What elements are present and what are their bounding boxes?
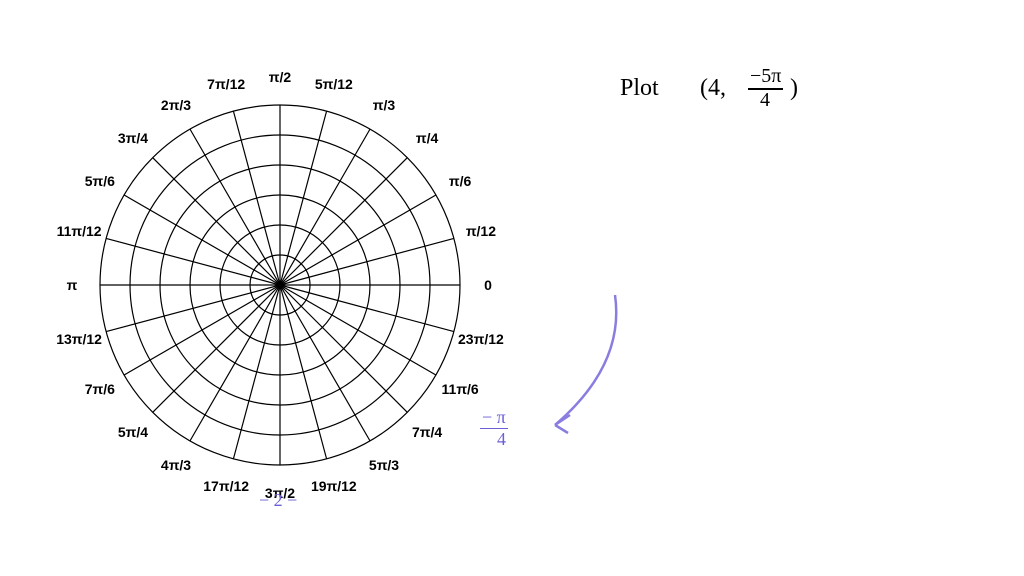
- angle-label: 0: [484, 277, 492, 293]
- angle-label: 2π/3: [161, 97, 191, 113]
- curved-arrow: [495, 275, 655, 475]
- plot-word: Plot: [620, 75, 659, 102]
- point-numerator: −5π: [748, 65, 783, 90]
- polar-grid-svg: [30, 35, 550, 555]
- angle-label: π: [67, 277, 78, 293]
- angle-label: 19π/12: [311, 478, 357, 494]
- point-open: (4,: [700, 75, 726, 102]
- angle-label: π/6: [449, 173, 471, 189]
- angle-label: 11π/12: [57, 223, 102, 239]
- neg-pi4-numerator: − π: [480, 407, 508, 429]
- angle-label: 11π/6: [442, 381, 479, 397]
- angle-label: π/4: [416, 130, 438, 146]
- angle-label: 13π/12: [56, 331, 102, 347]
- angle-label: 5π/6: [85, 173, 115, 189]
- angle-label: π/12: [466, 223, 496, 239]
- angle-label: 3π/4: [118, 130, 148, 146]
- angle-label: 7π/12: [207, 76, 245, 92]
- angle-label: π/3: [373, 97, 395, 113]
- point-denominator: 4: [760, 89, 770, 112]
- handwritten-annotations: Plot (4, −5π 4 ) − π 4: [560, 75, 1000, 535]
- angle-label: 5π/3: [369, 457, 399, 473]
- angle-label: 5π/12: [315, 76, 353, 92]
- neg-two: − 2 −: [259, 490, 297, 511]
- angle-label: 7π/4: [412, 424, 442, 440]
- polar-grid: 0 π/12 π/6 π/4 π/3 5π/12 π/2 7π/12 2π/3 3π/4 5π/6 1…: [30, 35, 550, 560]
- neg-pi4-denominator: 4: [497, 429, 506, 450]
- angle-label: 5π/4: [118, 424, 148, 440]
- angle-label: π/2: [269, 69, 291, 85]
- angle-label: 17π/12: [203, 478, 249, 494]
- angle-label: 4π/3: [161, 457, 191, 473]
- point-close: ): [790, 75, 798, 102]
- angle-label: 7π/6: [85, 381, 115, 397]
